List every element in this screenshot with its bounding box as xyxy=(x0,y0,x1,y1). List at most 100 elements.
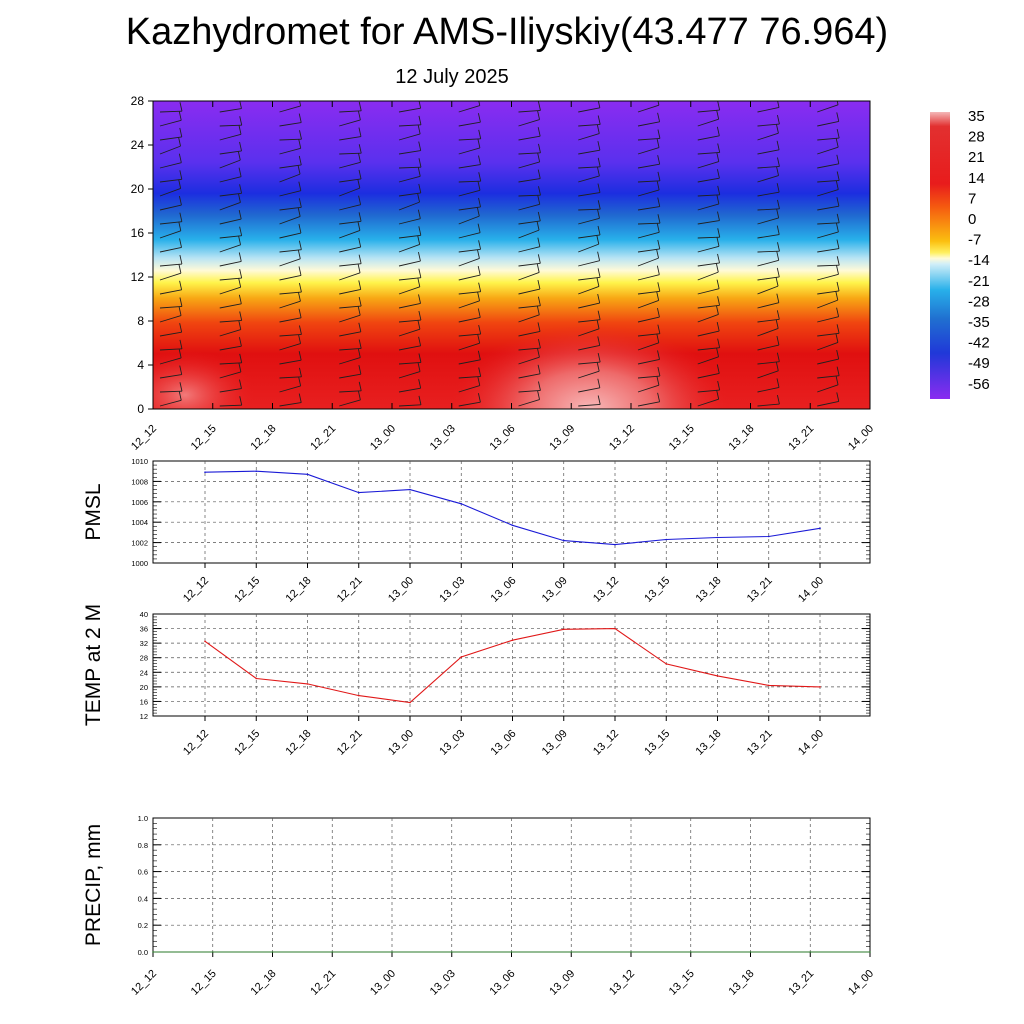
precip-x-tick-label: 13_12 xyxy=(607,968,637,998)
precip-x-tick-label: 13_03 xyxy=(428,968,458,998)
wind-barb xyxy=(697,288,720,295)
wind-barb-flag xyxy=(716,279,720,289)
temp-x-tick-label: 12_12 xyxy=(181,728,211,758)
heatmap-x-tick-label: 13_18 xyxy=(727,423,757,453)
wind-barb xyxy=(817,205,839,211)
wind-barb-flag xyxy=(657,350,660,360)
wind-barb-flag xyxy=(896,364,898,373)
wind-barb-flag xyxy=(835,333,839,343)
wind-barb xyxy=(279,385,301,393)
wind-barb-flag xyxy=(897,126,899,135)
wind-barb-flag xyxy=(179,297,183,307)
colorbar-label: -21 xyxy=(968,273,990,290)
wind-barb xyxy=(757,370,779,379)
pmsl-x-tick-label: 13_09 xyxy=(540,575,570,605)
wind-barb xyxy=(518,119,540,127)
wind-barb xyxy=(757,344,780,351)
wind-barb xyxy=(159,204,182,211)
wind-barb xyxy=(697,347,720,351)
wind-barb xyxy=(518,262,541,267)
wind-barb-flag xyxy=(178,306,182,316)
wind-barb-flag xyxy=(178,391,182,401)
wind-barb-flag xyxy=(538,101,541,111)
wind-barb xyxy=(339,348,362,351)
wind-barb-flag xyxy=(537,296,541,306)
wind-barb-flag xyxy=(835,180,839,190)
temp-x-tick-label: 12_21 xyxy=(335,728,365,758)
wind-barb-flag xyxy=(657,392,661,402)
wind-barb xyxy=(279,173,301,183)
wind-barb xyxy=(877,220,899,224)
wind-barb xyxy=(398,175,421,183)
wind-barb xyxy=(877,161,898,168)
precip-x-tick-label: 13_15 xyxy=(667,968,697,998)
wind-barb-flag xyxy=(896,347,898,356)
wind-barb-flag xyxy=(536,221,540,231)
temp-point xyxy=(357,694,360,697)
wind-barb-flag xyxy=(597,378,601,388)
heatmap-x-tick-label: 13_06 xyxy=(488,423,518,453)
wind-barb xyxy=(578,107,600,113)
wind-barb-flag xyxy=(716,194,720,205)
temp-y-tick-label: 36 xyxy=(140,625,148,634)
wind-barb xyxy=(637,375,660,379)
wind-barb xyxy=(398,218,421,225)
wind-barb xyxy=(219,124,242,127)
temp-y-tick-label: 40 xyxy=(140,610,148,619)
colorbar-label: 0 xyxy=(968,211,976,228)
wind-barb-flag xyxy=(597,310,601,320)
wind-barb-flag xyxy=(897,185,899,194)
wind-barb-flag xyxy=(836,197,840,207)
wind-barb xyxy=(219,176,242,183)
temp-x-tick-label: 12_15 xyxy=(232,728,262,758)
heatmap-y-tick-label: 4 xyxy=(137,358,144,372)
wind-barb xyxy=(578,175,600,183)
pmsl-point xyxy=(819,527,821,530)
wind-barb-flag xyxy=(597,251,601,261)
temp-point xyxy=(819,686,821,688)
wind-barb xyxy=(817,163,839,169)
wind-barb-flag xyxy=(657,282,661,292)
wind-barb xyxy=(877,331,898,336)
heatmap-x-tick-label: 12_18 xyxy=(249,423,279,453)
wind-barb-flag xyxy=(417,251,421,262)
precip-point xyxy=(749,951,752,953)
wind-barb xyxy=(877,288,898,294)
wind-barb xyxy=(339,373,361,379)
wind-barb-flag xyxy=(597,141,601,151)
wind-barb-flag xyxy=(238,125,242,135)
wind-barb xyxy=(279,343,301,351)
wind-barb xyxy=(339,204,361,211)
wind-barb-flag xyxy=(417,209,421,219)
wind-barb-flag xyxy=(358,212,362,222)
temp-point xyxy=(204,640,206,643)
wind-barb-flag xyxy=(657,197,661,207)
wind-barb-flag xyxy=(537,110,540,120)
wind-barb xyxy=(757,191,780,197)
wind-barb xyxy=(159,230,181,239)
wind-barb-flag xyxy=(418,158,422,168)
precip-point xyxy=(809,951,812,953)
wind-barb-flag xyxy=(717,380,721,391)
wind-barb-flag xyxy=(776,251,780,261)
wind-barb-flag xyxy=(357,306,361,316)
wind-barb-flag xyxy=(656,249,659,259)
wind-barb xyxy=(279,376,302,379)
wind-barb-flag xyxy=(776,310,780,320)
wind-barb xyxy=(578,260,600,267)
wind-barb xyxy=(757,302,779,309)
wind-barb xyxy=(817,146,839,155)
wind-barb xyxy=(159,315,182,323)
wind-barb-flag xyxy=(776,335,780,346)
wind-barb-flag xyxy=(597,352,601,363)
wind-barb-flag xyxy=(178,111,182,121)
wind-barb-flag xyxy=(358,280,362,290)
wind-barb-flag xyxy=(716,347,719,357)
wind-barb xyxy=(877,263,899,266)
wind-barb-flag xyxy=(179,323,183,333)
wind-barb xyxy=(219,159,241,169)
wind-barb xyxy=(398,133,421,141)
heatmap-x-tick-label: 12_12 xyxy=(129,423,159,453)
wind-barb-flag xyxy=(775,277,779,287)
